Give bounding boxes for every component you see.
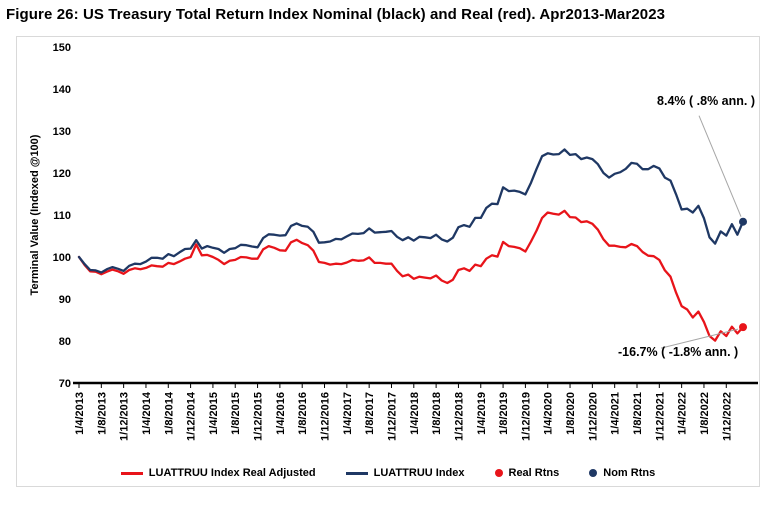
- svg-text:1/4/2020: 1/4/2020: [543, 392, 555, 435]
- figure-title: Figure 26: US Treasury Total Return Inde…: [6, 6, 666, 23]
- annotation-nominal-return: 8.4% ( .8% ann. ): [657, 94, 755, 108]
- legend-item-real-rtns: Real Rtns: [494, 467, 560, 479]
- svg-text:1/12/2013: 1/12/2013: [119, 392, 131, 441]
- legend: LUATTRUU Index Real Adjusted LUATTRUU In…: [17, 467, 759, 479]
- annotation-real-return: -16.7% ( -1.8% ann. ): [618, 345, 739, 359]
- svg-text:120: 120: [53, 168, 71, 180]
- legend-label: LUATTRUU Index: [373, 467, 465, 479]
- svg-text:1/4/2022: 1/4/2022: [677, 392, 689, 435]
- svg-text:1/12/2020: 1/12/2020: [587, 392, 599, 441]
- svg-text:Terminal Value (Indexed @100): Terminal Value (Indexed @100): [29, 134, 41, 295]
- svg-text:100: 100: [53, 252, 71, 264]
- svg-text:1/4/2019: 1/4/2019: [476, 392, 488, 435]
- navy-dot-swatch-icon: [589, 469, 598, 477]
- svg-text:1/8/2016: 1/8/2016: [297, 392, 309, 435]
- svg-text:140: 140: [53, 84, 71, 96]
- svg-text:1/4/2016: 1/4/2016: [275, 392, 287, 435]
- svg-text:1/4/2013: 1/4/2013: [74, 392, 86, 435]
- chart-frame: 70 80 90 100 110 120 130 140 150 1/4/2013 1/8/2013…: [16, 36, 760, 487]
- svg-text:1/8/2014: 1/8/2014: [163, 391, 175, 435]
- svg-text:1/4/2017: 1/4/2017: [342, 392, 354, 435]
- svg-text:1/8/2022: 1/8/2022: [699, 392, 711, 435]
- svg-text:1/12/2015: 1/12/2015: [253, 392, 265, 441]
- svg-text:1/12/2016: 1/12/2016: [320, 392, 332, 441]
- svg-text:90: 90: [59, 294, 71, 306]
- svg-text:1/4/2021: 1/4/2021: [610, 392, 622, 435]
- svg-text:110: 110: [53, 210, 71, 222]
- svg-text:1/8/2020: 1/8/2020: [565, 392, 577, 435]
- svg-text:1/12/2017: 1/12/2017: [386, 392, 398, 441]
- svg-text:1/8/2017: 1/8/2017: [364, 392, 376, 435]
- svg-text:70: 70: [59, 378, 71, 390]
- svg-text:1/8/2013: 1/8/2013: [96, 392, 108, 435]
- legend-label: Real Rtns: [508, 467, 560, 479]
- svg-text:1/8/2018: 1/8/2018: [431, 392, 443, 435]
- red-dot-swatch-icon: [494, 469, 503, 477]
- svg-text:1/8/2021: 1/8/2021: [632, 392, 644, 435]
- svg-text:1/4/2015: 1/4/2015: [208, 392, 220, 435]
- legend-item-real-adjusted: LUATTRUU Index Real Adjusted: [120, 467, 316, 479]
- svg-text:130: 130: [53, 126, 71, 138]
- svg-text:150: 150: [53, 42, 71, 54]
- svg-text:80: 80: [59, 336, 71, 348]
- legend-item-nom-rtns: Nom Rtns: [589, 467, 655, 479]
- legend-item-nominal: LUATTRUU Index: [345, 467, 465, 479]
- navy-line-swatch-icon: [345, 471, 368, 475]
- legend-label: LUATTRUU Index Real Adjusted: [148, 467, 316, 479]
- red-line-swatch-icon: [120, 471, 143, 475]
- chart-svg: 70 80 90 100 110 120 130 140 150 1/4/2013 1/8/2013…: [29, 42, 758, 441]
- svg-text:1/12/2019: 1/12/2019: [520, 392, 532, 441]
- svg-text:1/12/2021: 1/12/2021: [654, 392, 666, 441]
- svg-text:1/12/2014: 1/12/2014: [186, 391, 198, 441]
- svg-text:1/12/2022: 1/12/2022: [721, 392, 733, 441]
- legend-label: Nom Rtns: [603, 467, 656, 479]
- svg-text:1/8/2015: 1/8/2015: [230, 392, 242, 435]
- svg-text:1/4/2014: 1/4/2014: [141, 391, 153, 435]
- svg-text:1/12/2018: 1/12/2018: [453, 392, 465, 441]
- svg-text:1/8/2019: 1/8/2019: [498, 392, 510, 435]
- svg-text:1/4/2018: 1/4/2018: [409, 392, 421, 435]
